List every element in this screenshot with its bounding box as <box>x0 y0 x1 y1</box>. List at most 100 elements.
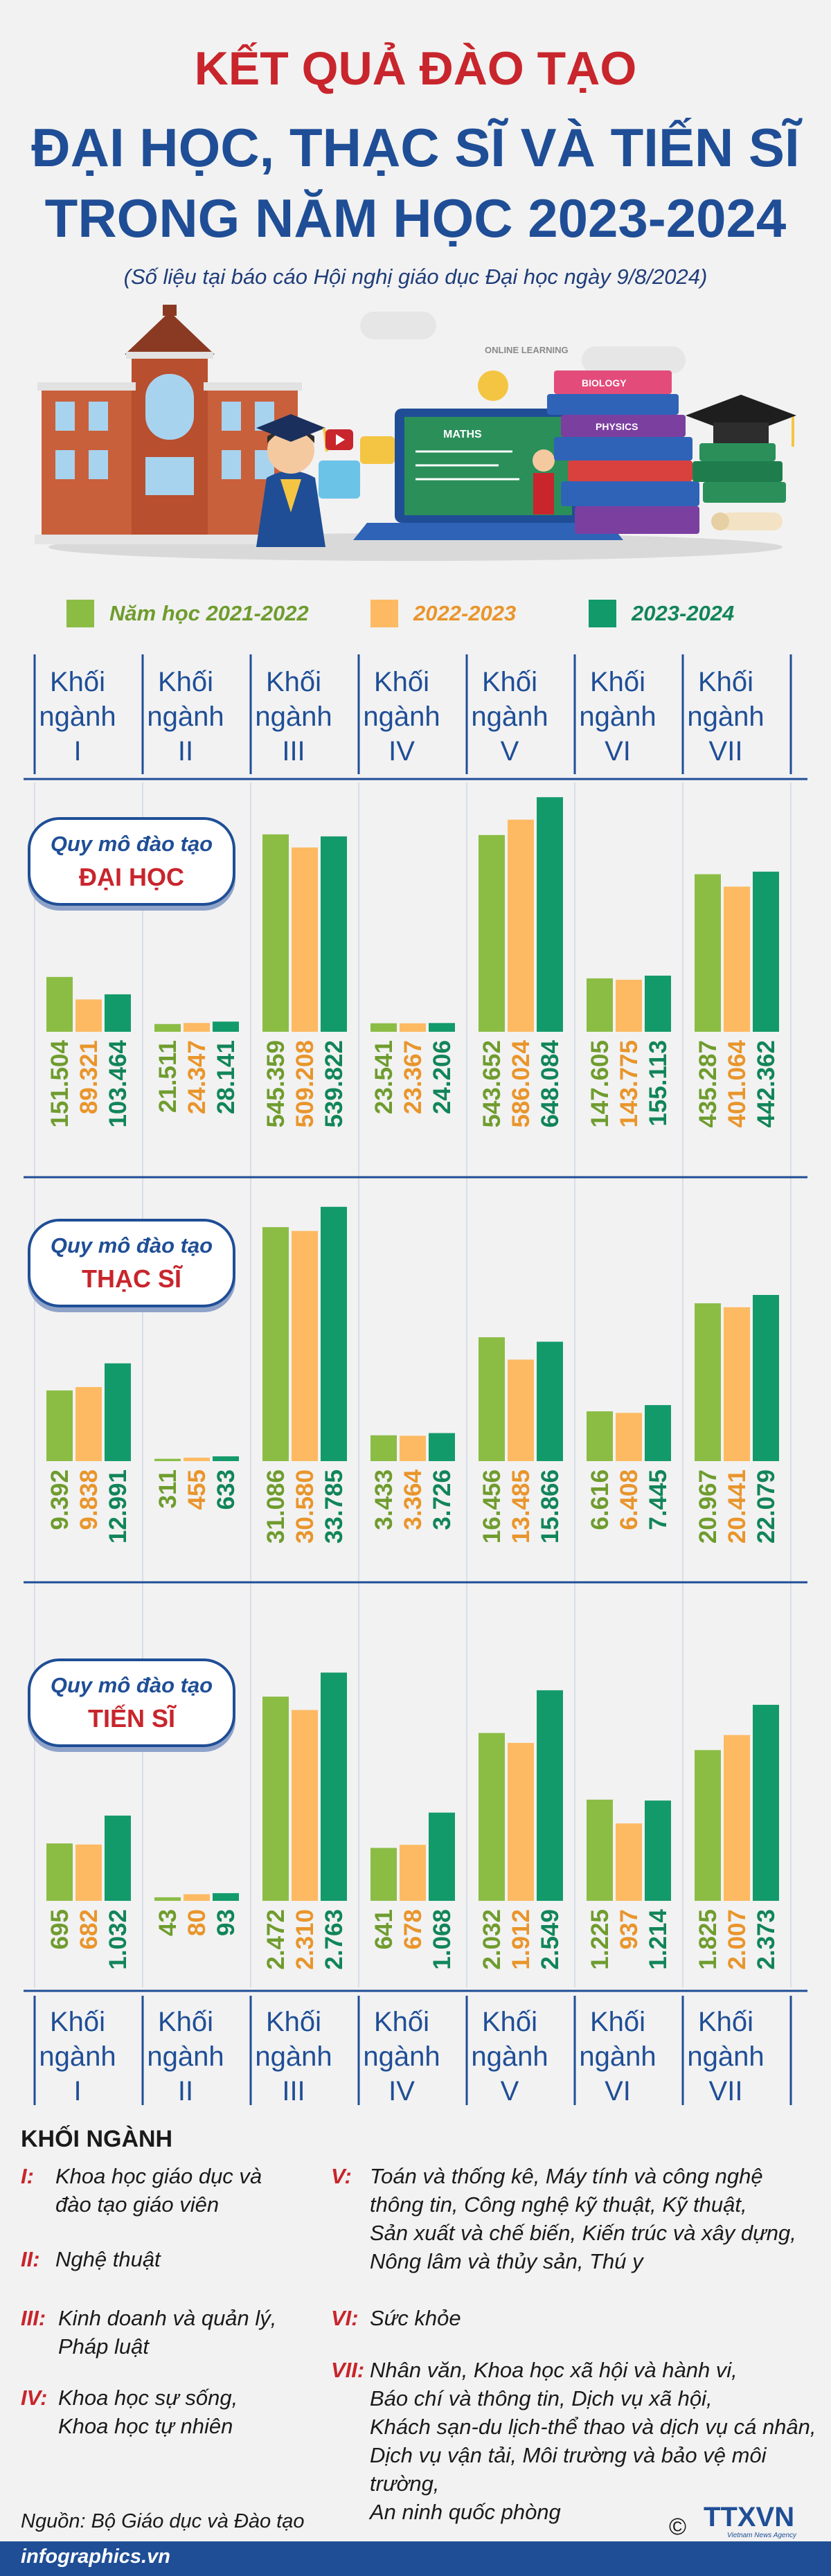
bar <box>645 1405 671 1461</box>
data-label: 678 <box>400 1909 427 1950</box>
bar <box>695 1750 721 1901</box>
svg-text:BIOLOGY: BIOLOGY <box>582 377 627 388</box>
title-line-3: TRONG NĂM HỌC 2023-2024 <box>44 188 787 249</box>
data-label: 20.967 <box>695 1469 722 1544</box>
bar <box>46 976 73 1032</box>
badge-level: TIẾN SĨ <box>87 1704 176 1733</box>
bar <box>753 871 779 1032</box>
group-footer-v: Khối ngành V <box>471 2007 548 2107</box>
section-badge-thac-si: Quy mô đào tạo THẠC SĨ <box>28 1219 235 1307</box>
section-badge-tien-si: Quy mô đào tạo TIẾN SĨ <box>28 1658 235 1747</box>
group-header-vi: Khối ngành VI <box>579 667 656 767</box>
bar <box>292 1710 318 1901</box>
key-title: KHỐI NGÀNH <box>21 2126 173 2152</box>
data-label: 641 <box>370 1909 397 1950</box>
data-label: 12.991 <box>105 1469 132 1544</box>
data-label: 648.084 <box>537 1040 564 1128</box>
bar <box>616 1413 642 1461</box>
key-desc-ii: Nghệ thuật <box>55 2247 161 2271</box>
bar <box>105 1815 131 1901</box>
data-label: 695 <box>46 1909 73 1950</box>
data-label: 1.068 <box>429 1909 456 1970</box>
section-badge-dai-hoc: Quy mô đào tạo ĐẠI HỌC <box>28 817 235 906</box>
bar <box>213 1893 239 1901</box>
data-label: 23.367 <box>400 1040 427 1115</box>
bar <box>400 1435 426 1461</box>
footer-bar <box>0 2541 831 2576</box>
data-label: 682 <box>75 1909 102 1950</box>
bar <box>75 1387 102 1461</box>
legend-label: 2022-2023 <box>413 601 517 625</box>
data-label: 9.838 <box>75 1469 102 1530</box>
data-label: 2.007 <box>724 1909 751 1970</box>
group-footer-vi: Khối ngành VI <box>579 2007 656 2107</box>
bar <box>75 1844 102 1901</box>
education-illustration: MATHS ONLINE LEARNING BIOLOGY PHYSICS <box>35 305 796 561</box>
bar <box>105 1363 131 1461</box>
badge-title: Quy mô đào tạo <box>50 832 213 856</box>
title-line-2: ĐẠI HỌC, THẠC SĨ VÀ TIẾN SĨ <box>31 117 800 178</box>
bar <box>479 1733 505 1901</box>
bar <box>262 1227 289 1461</box>
legend-swatch <box>370 600 398 627</box>
bar <box>724 886 750 1032</box>
group-footer-iv: Khối ngành IV <box>363 2007 440 2107</box>
svg-text:ONLINE LEARNING: ONLINE LEARNING <box>485 345 569 355</box>
data-label: 16.456 <box>479 1469 506 1544</box>
data-label: 1.032 <box>105 1909 132 1970</box>
bar <box>508 819 534 1032</box>
data-label: 28.141 <box>213 1040 240 1115</box>
bar <box>429 1023 455 1032</box>
group-header-iii: Khối ngành III <box>255 667 332 767</box>
data-label: 455 <box>184 1469 211 1510</box>
idea-icon <box>478 370 508 401</box>
bar <box>724 1735 750 1901</box>
bar <box>508 1359 534 1461</box>
data-label: 24.347 <box>184 1040 211 1115</box>
bar <box>154 1458 181 1461</box>
photo-icon <box>360 436 395 464</box>
bar <box>184 1023 210 1032</box>
agency-logo: TTXVN Vietnam News Agency <box>704 2502 797 2539</box>
legend-item-2022-2023: 2022-2023 <box>370 598 516 629</box>
badge-title: Quy mô đào tạo <box>50 1673 213 1697</box>
key-code-v: V: <box>331 2164 352 2188</box>
key-code-i: I: <box>21 2164 34 2188</box>
bar <box>75 999 102 1032</box>
badge-level: THẠC SĨ <box>82 1264 181 1293</box>
graduation-cap-icon <box>686 395 796 530</box>
data-label: 21.511 <box>154 1040 181 1113</box>
group-footer-vii: Khối ngành VII <box>687 2007 765 2107</box>
group-footer-ii: Khối ngành II <box>147 2007 224 2107</box>
legend-label: Năm học 2021-2022 <box>109 601 309 625</box>
data-label: 1.225 <box>587 1909 614 1970</box>
group-footer-i: Khối ngành I <box>39 2007 116 2107</box>
bar <box>370 1435 397 1461</box>
bar <box>645 975 671 1032</box>
bar <box>695 1303 721 1461</box>
data-label: 2.373 <box>753 1909 780 1970</box>
data-label: 3.364 <box>400 1469 427 1530</box>
bar <box>645 1800 671 1901</box>
key-code-vii: VII: <box>331 2358 365 2382</box>
school-building-icon <box>35 305 305 544</box>
data-label: 155.113 <box>645 1040 672 1127</box>
legend-item-2023-2024: 2023-2024 <box>589 598 734 629</box>
bar <box>154 1897 181 1901</box>
data-label: 539.822 <box>321 1040 348 1128</box>
key-desc-iv: Khoa học sự sống, Khoa học tự nhiên <box>58 2386 238 2438</box>
copyright-icon: © <box>669 2514 687 2540</box>
bar <box>321 1206 347 1461</box>
footer-site-link[interactable]: infographics.vn <box>21 2546 170 2568</box>
data-label: 80 <box>184 1909 211 1936</box>
data-label: 43 <box>154 1909 181 1936</box>
bar <box>508 1742 534 1901</box>
data-label: 6.616 <box>587 1469 614 1530</box>
bar <box>370 1848 397 1901</box>
bar <box>616 1823 642 1901</box>
bar <box>537 1690 563 1901</box>
bar <box>292 1231 318 1461</box>
data-label: 103.464 <box>105 1040 132 1128</box>
bar <box>184 1894 210 1901</box>
